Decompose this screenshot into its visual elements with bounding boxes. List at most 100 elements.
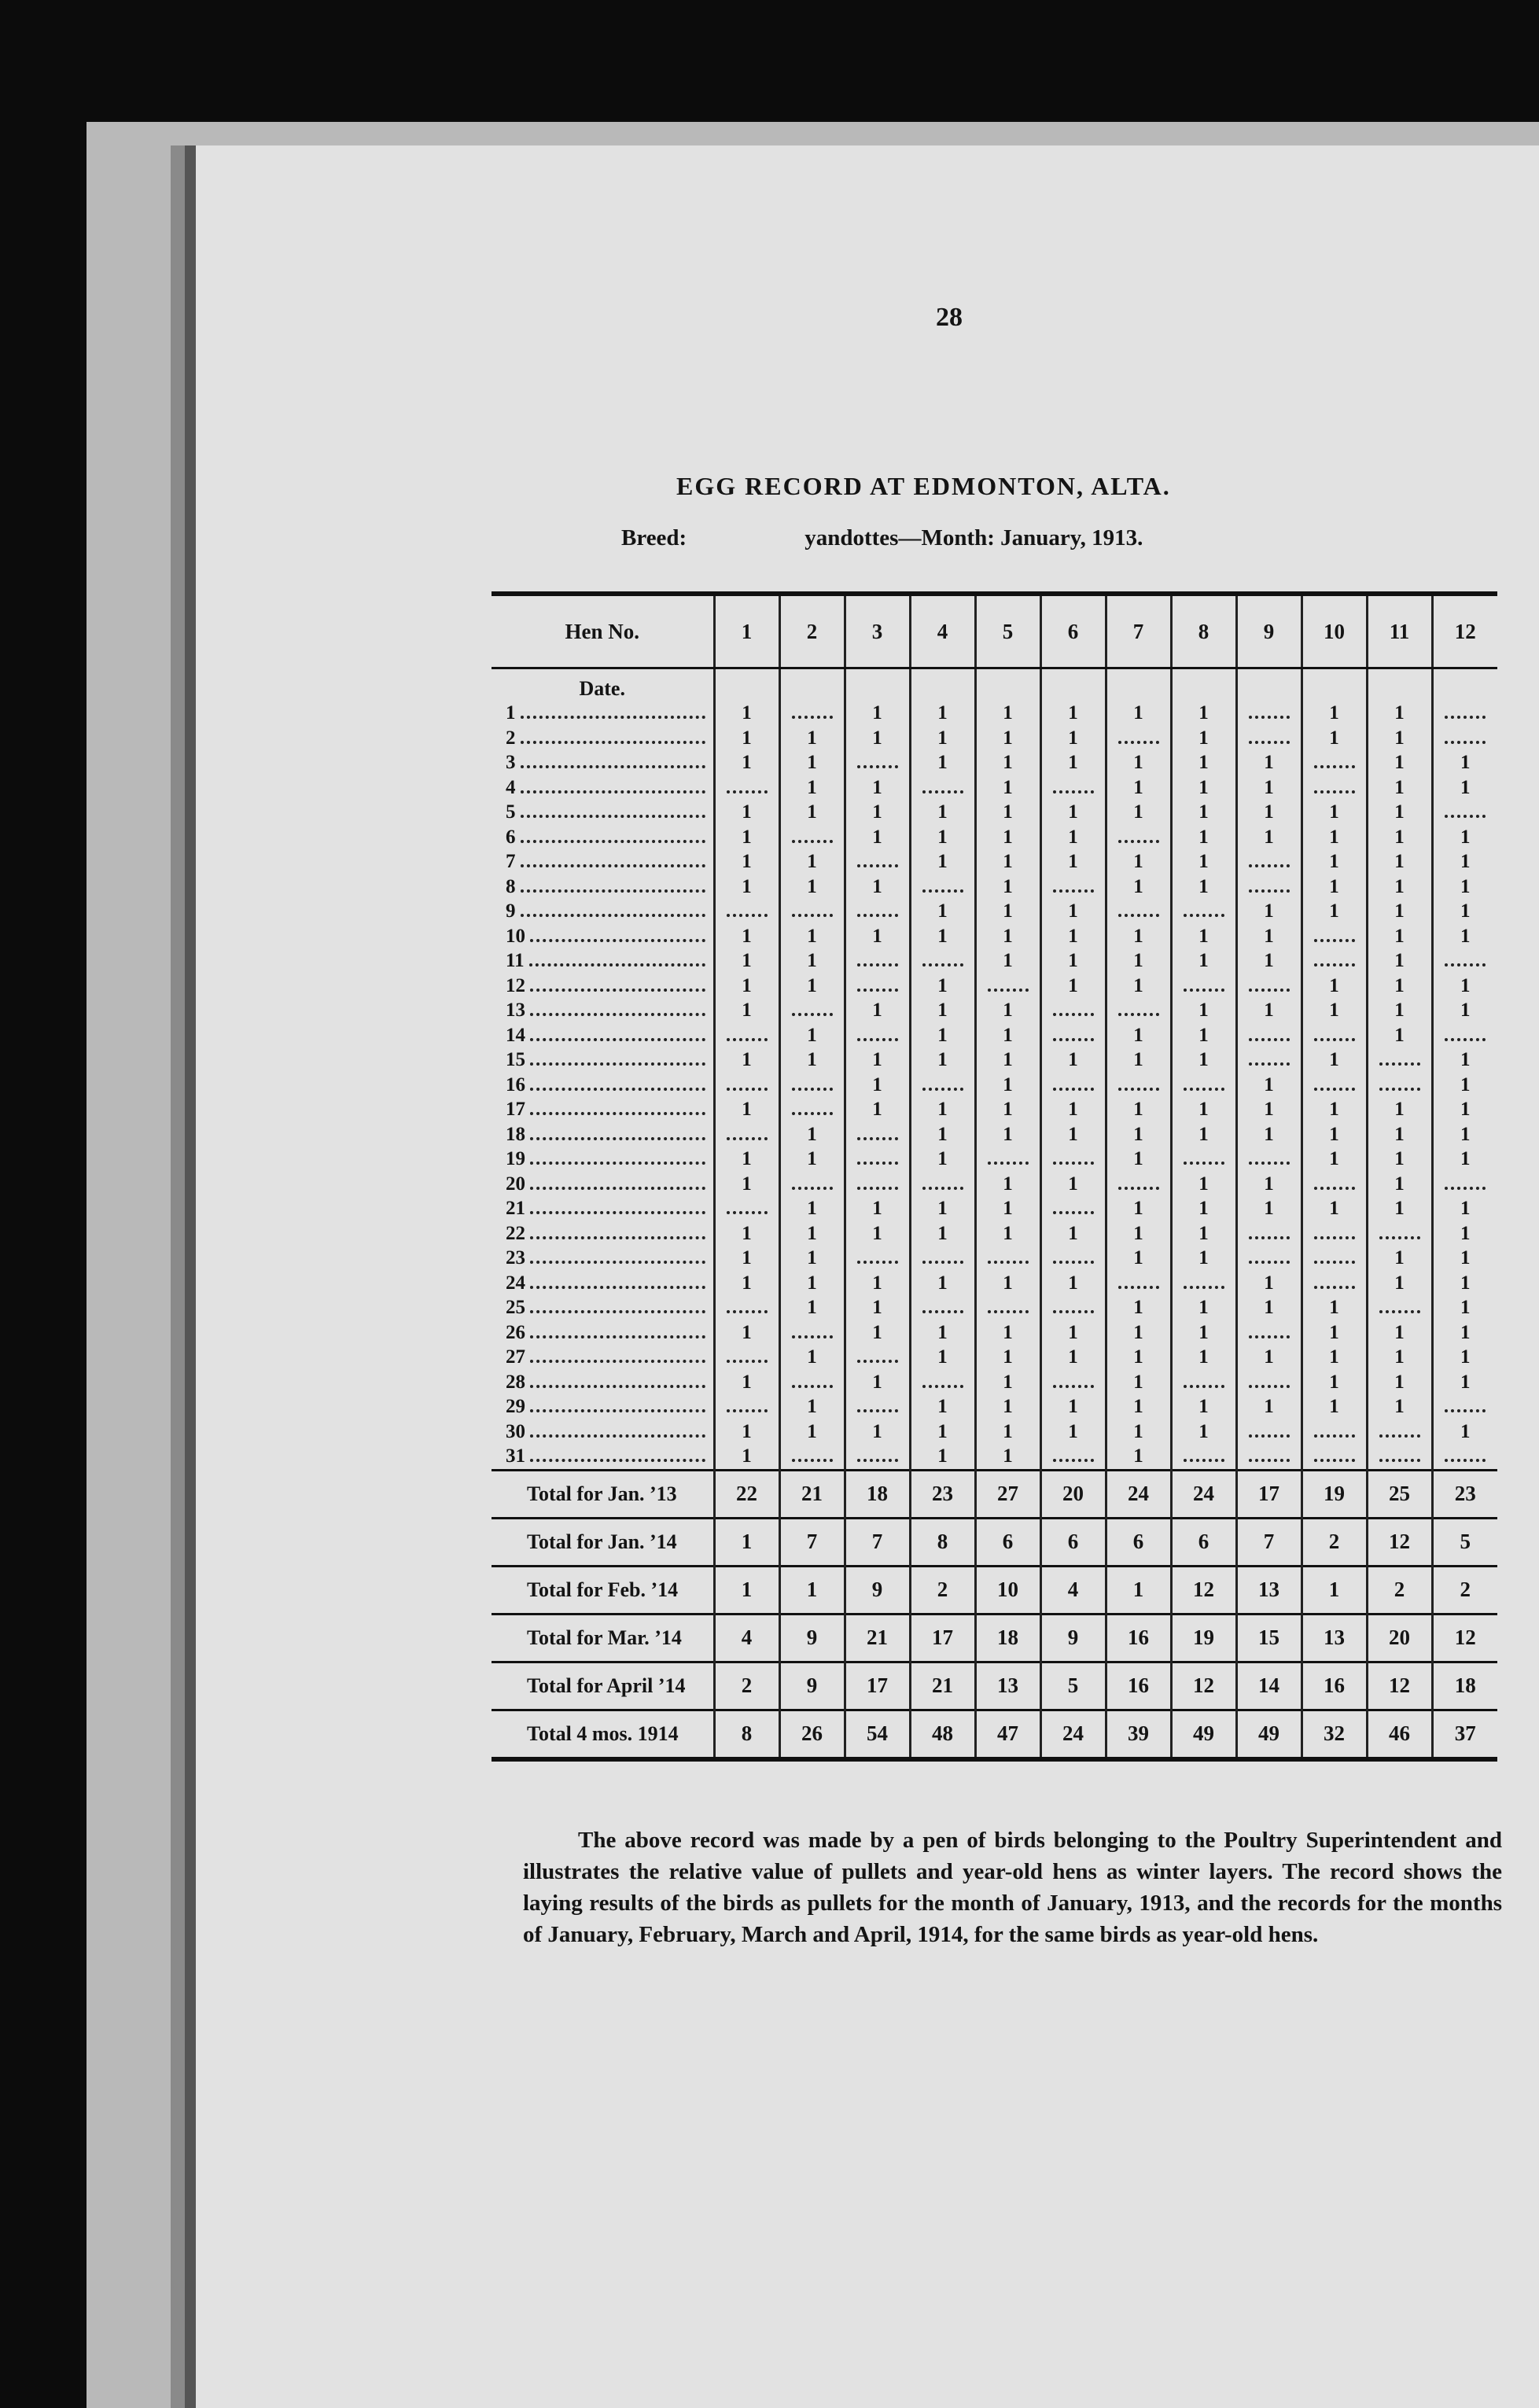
date-leader: 25 — [492, 1295, 713, 1320]
no-egg — [1235, 1369, 1302, 1394]
total-value: 20 — [1039, 1468, 1106, 1518]
date: 3 — [506, 752, 516, 774]
dots — [726, 1211, 768, 1215]
hen-number: 11 — [1365, 591, 1432, 669]
egg: 1 — [1300, 701, 1367, 726]
no-egg — [1365, 1048, 1432, 1073]
date-cell: 22 — [492, 1221, 714, 1246]
egg: 1 — [1235, 800, 1302, 825]
dots — [726, 914, 768, 918]
egg: 1 — [1430, 899, 1497, 924]
dots — [856, 1186, 898, 1190]
no-egg — [712, 1022, 779, 1048]
total-value: 9 — [778, 1612, 845, 1662]
dots — [1248, 1459, 1290, 1463]
egg: 1 — [712, 1097, 779, 1122]
egg: 1 — [1169, 824, 1236, 849]
egg: 1 — [1039, 701, 1106, 726]
egg: 1 — [712, 948, 779, 974]
total-label: Total for Mar. ’14 — [492, 1612, 714, 1662]
date-leader: 4 — [492, 775, 713, 800]
egg: 1 — [1039, 899, 1106, 924]
date-cell: 7 — [492, 849, 714, 874]
egg: 1 — [1430, 1345, 1497, 1370]
leader-dots — [520, 889, 705, 893]
no-egg — [1235, 1320, 1302, 1345]
hen-number: 6 — [1039, 591, 1106, 669]
total-row: Total for Feb. ’14 1 1 9 2 10 4 1 12 13 1 2 2 — [492, 1564, 1497, 1614]
no-egg — [1365, 1419, 1432, 1444]
egg: 1 — [778, 923, 845, 948]
egg: 1 — [1039, 750, 1106, 775]
no-egg — [908, 1171, 975, 1196]
egg: 1 — [1104, 874, 1171, 899]
leader-dots — [530, 1285, 705, 1289]
egg: 1 — [712, 725, 779, 750]
dots — [726, 1087, 768, 1091]
egg: 1 — [712, 800, 779, 825]
dots — [987, 988, 1029, 992]
egg: 1 — [843, 998, 910, 1023]
dots — [1379, 1087, 1420, 1091]
dots — [1052, 790, 1094, 793]
egg: 1 — [1300, 1295, 1367, 1320]
egg: 1 — [974, 1022, 1040, 1048]
date: 26 — [506, 1321, 525, 1343]
total-value: 39 — [1104, 1708, 1171, 1762]
egg: 1 — [712, 923, 779, 948]
egg: 1 — [908, 824, 975, 849]
egg: 1 — [1430, 874, 1497, 899]
leader-dots — [530, 1310, 705, 1314]
egg: 1 — [908, 899, 975, 924]
egg: 1 — [908, 1221, 975, 1246]
no-egg — [712, 1394, 779, 1419]
no-egg — [712, 1121, 779, 1147]
no-egg — [908, 1246, 975, 1271]
total-value: 13 — [1300, 1612, 1367, 1662]
no-egg — [1430, 1394, 1497, 1419]
egg: 1 — [778, 1270, 845, 1295]
leader-dots — [530, 1162, 705, 1165]
date-leader: 6 — [492, 825, 713, 849]
no-egg — [1235, 1444, 1302, 1470]
date-leader: 20 — [492, 1172, 713, 1196]
leader-dots — [530, 1136, 705, 1140]
no-egg — [843, 973, 910, 998]
day-row: 25 1 1 1 1 1 1 1 — [492, 1295, 1497, 1320]
egg: 1 — [1430, 1221, 1497, 1246]
egg: 1 — [1235, 1121, 1302, 1147]
dots — [1052, 1261, 1094, 1265]
dots — [1183, 988, 1224, 992]
date-cell: 19 — [492, 1147, 714, 1172]
date: 5 — [506, 801, 516, 823]
date-leader: 28 — [492, 1370, 713, 1394]
egg: 1 — [843, 1270, 910, 1295]
egg: 1 — [1235, 1097, 1302, 1122]
header-row: Hen No. 1 2 3 4 5 6 7 8 9 10 11 12 — [492, 591, 1497, 669]
egg: 1 — [1169, 1048, 1236, 1073]
egg: 1 — [908, 1097, 975, 1122]
cell — [1235, 668, 1302, 701]
dots — [922, 963, 963, 967]
day-row: 19 1 1 1 1 1 1 1 — [492, 1147, 1497, 1172]
no-egg — [1169, 899, 1236, 924]
total-value: 4 — [712, 1612, 779, 1662]
egg: 1 — [1039, 1171, 1106, 1196]
date-cell: 12 — [492, 974, 714, 999]
dots — [856, 1162, 898, 1165]
egg: 1 — [1039, 1270, 1106, 1295]
dots — [1313, 963, 1355, 967]
day-row: 18 1 1 1 1 1 1 1 1 1 1 — [492, 1121, 1497, 1147]
egg: 1 — [1365, 1369, 1432, 1394]
day-row: 10 1 1 1 1 1 1 1 1 1 1 1 — [492, 923, 1497, 948]
egg: 1 — [1169, 1171, 1236, 1196]
leader-dots — [530, 1335, 705, 1338]
leader-dots — [530, 1434, 705, 1438]
egg: 1 — [778, 1394, 845, 1419]
no-egg — [778, 824, 845, 849]
egg: 1 — [1300, 1394, 1367, 1419]
egg: 1 — [1235, 1295, 1302, 1320]
date-leader: 19 — [492, 1147, 713, 1171]
egg: 1 — [974, 1369, 1040, 1394]
